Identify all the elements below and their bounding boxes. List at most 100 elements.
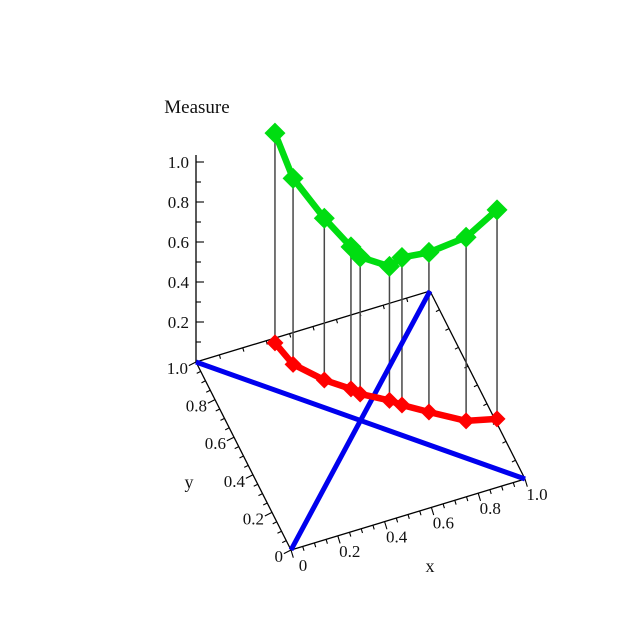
series-lower-measure-marker bbox=[380, 391, 398, 409]
series-upper-measure-marker bbox=[349, 246, 371, 268]
back-right-tick bbox=[511, 459, 516, 463]
series-upper-measure-marker bbox=[486, 199, 508, 221]
series-lower-measure-marker bbox=[266, 334, 284, 352]
y-tick bbox=[262, 502, 268, 506]
y-tick-label: 0 bbox=[275, 547, 284, 566]
x-tick bbox=[430, 507, 435, 516]
y-tick bbox=[220, 417, 225, 421]
x-tick-label: 0.4 bbox=[386, 528, 408, 547]
y-tick bbox=[253, 483, 258, 487]
x-tick bbox=[395, 517, 399, 523]
x-tick bbox=[337, 535, 341, 544]
back-top-tick bbox=[242, 347, 245, 352]
x-tick bbox=[290, 549, 294, 558]
y-tick bbox=[205, 389, 211, 393]
x-tick bbox=[325, 539, 328, 544]
y-tick bbox=[207, 399, 216, 404]
x-tick bbox=[384, 521, 388, 530]
y-tick-label: 0.2 bbox=[243, 509, 264, 528]
series-upper-measure-marker bbox=[264, 122, 286, 144]
y-tick bbox=[245, 474, 254, 479]
x-tick bbox=[442, 503, 445, 509]
y-tick-label: 0.6 bbox=[205, 434, 226, 453]
x-tick bbox=[407, 514, 410, 519]
back-right-tick bbox=[435, 309, 440, 313]
back-right-tick bbox=[473, 384, 478, 388]
z-tick-label: 0.4 bbox=[168, 273, 190, 292]
y-tick bbox=[281, 540, 287, 544]
y-tick bbox=[264, 511, 273, 517]
x-tick bbox=[524, 478, 528, 487]
z-tick-label: 1.0 bbox=[168, 153, 189, 172]
back-right-tick bbox=[454, 346, 459, 350]
x-tick bbox=[477, 493, 482, 502]
y-tick bbox=[239, 455, 244, 459]
y-tick bbox=[258, 493, 263, 497]
x-tick bbox=[501, 485, 504, 491]
back-right-tick bbox=[483, 403, 488, 407]
series-lower-measure-marker bbox=[315, 371, 333, 389]
back-top-tick bbox=[335, 319, 339, 324]
y-tick bbox=[243, 464, 249, 468]
series-upper-measure-marker bbox=[455, 226, 477, 248]
x-tick bbox=[360, 528, 364, 534]
series-upper-measure-marker bbox=[418, 241, 440, 263]
series-lower-measure-marker bbox=[284, 355, 302, 373]
x-tick-label: 0 bbox=[299, 556, 308, 575]
x-tick bbox=[512, 482, 516, 488]
y-tick bbox=[226, 436, 235, 442]
x-tick bbox=[465, 496, 469, 502]
series-lower-measure-marker bbox=[393, 396, 411, 414]
series-upper-measure-marker bbox=[391, 246, 413, 268]
x-axis-title: x bbox=[426, 556, 435, 576]
y-tick bbox=[201, 380, 206, 384]
back-top-tick bbox=[382, 305, 385, 310]
back-top-tick bbox=[218, 354, 222, 359]
x-tick-label: 0.8 bbox=[480, 499, 501, 518]
x-tick-label: 0.2 bbox=[339, 542, 360, 561]
y-tick bbox=[224, 427, 230, 431]
series-lower-measure-line bbox=[272, 340, 498, 425]
back-top-tick bbox=[289, 333, 292, 338]
y-tick-label: 0.4 bbox=[224, 472, 246, 491]
series-upper-measure-marker bbox=[313, 207, 335, 229]
base-diagonal-falling bbox=[195, 359, 526, 482]
x-tick bbox=[372, 524, 375, 530]
y-tick bbox=[272, 521, 277, 525]
series-upper-measure-line bbox=[271, 131, 500, 270]
z-tick-label: 0.2 bbox=[168, 313, 189, 332]
x-tick-label: 0.6 bbox=[433, 513, 454, 532]
y-tick bbox=[196, 370, 201, 374]
x-tick-label: 1.0 bbox=[526, 485, 547, 504]
y-tick-label: 0.8 bbox=[186, 397, 207, 416]
y-tick bbox=[215, 408, 220, 412]
x-tick bbox=[313, 542, 317, 548]
z-tick-label: 0.6 bbox=[168, 233, 189, 252]
y-tick bbox=[283, 549, 292, 555]
series-upper-measure-marker bbox=[282, 167, 304, 189]
back-top-tick bbox=[312, 326, 315, 331]
y-tick bbox=[234, 446, 239, 450]
back-right-tick bbox=[502, 440, 507, 444]
y-tick bbox=[188, 361, 197, 367]
z-axis-title: Measure bbox=[164, 97, 229, 118]
x-tick bbox=[348, 532, 352, 537]
series-upper-measure-marker bbox=[378, 255, 400, 277]
series-lower-measure-marker bbox=[457, 412, 475, 430]
y-tick-label: 1.0 bbox=[167, 359, 188, 378]
x-tick bbox=[489, 489, 492, 495]
x-tick bbox=[302, 546, 305, 551]
series-lower-measure-marker bbox=[420, 403, 438, 421]
y-tick bbox=[277, 530, 282, 534]
back-right-tick bbox=[445, 328, 450, 331]
z-tick-label: 0.8 bbox=[168, 193, 189, 212]
series-lower-measure-marker bbox=[488, 410, 506, 428]
series-lower-measure-marker bbox=[351, 385, 369, 403]
series-upper-measure-marker bbox=[340, 236, 362, 258]
generated-plot-layers: 0 0.2 0.4 0.6 0.8 1.0 0 0.2 0.4 0.6 0.8 1.0 0.2 0.4 0.… bbox=[167, 122, 548, 575]
y-axis-title: y bbox=[185, 472, 194, 492]
x-tick bbox=[419, 510, 422, 516]
x-tick bbox=[454, 500, 457, 505]
